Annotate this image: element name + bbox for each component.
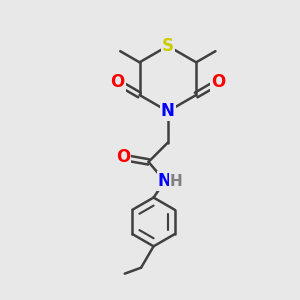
Text: N: N	[161, 102, 175, 120]
Text: N: N	[158, 172, 172, 190]
Text: O: O	[211, 74, 225, 92]
Text: O: O	[116, 148, 130, 166]
Text: S: S	[162, 37, 174, 55]
Text: H: H	[170, 174, 182, 189]
Text: O: O	[110, 74, 125, 92]
